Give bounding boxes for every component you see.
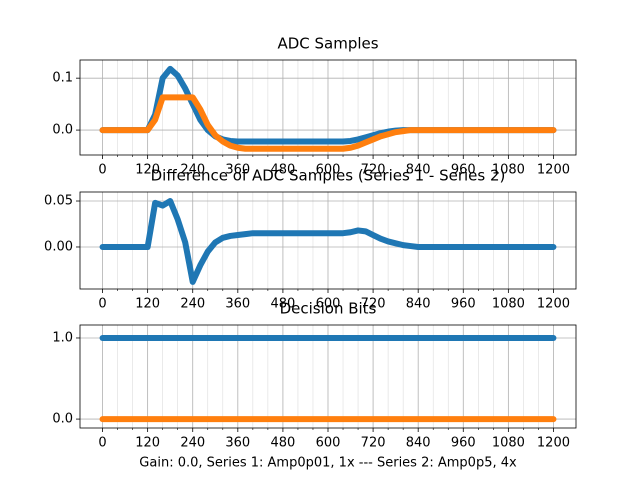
x-tick-label: 600 bbox=[316, 436, 341, 451]
x-tick-label: 720 bbox=[361, 297, 386, 312]
series-line bbox=[99, 198, 557, 285]
x-tick-label: 960 bbox=[451, 436, 476, 451]
x-tick-label: 1080 bbox=[492, 436, 525, 451]
x-tick-label: 840 bbox=[406, 163, 431, 178]
x-tick-label: 360 bbox=[225, 436, 250, 451]
x-tick-label: 240 bbox=[180, 163, 205, 178]
x-tick-label: 1200 bbox=[537, 297, 570, 312]
x-tick-label: 0 bbox=[98, 297, 106, 312]
x-tick-label: 1200 bbox=[537, 163, 570, 178]
y-tick-label: 0.0 bbox=[52, 123, 73, 138]
series-line bbox=[99, 94, 557, 152]
x-tick-label: 840 bbox=[406, 297, 431, 312]
x-tick-label: 1200 bbox=[537, 436, 570, 451]
x-tick-label: 360 bbox=[225, 163, 250, 178]
x-tick-label: 480 bbox=[270, 297, 295, 312]
x-tick-label: 600 bbox=[316, 297, 341, 312]
x-tick-label: 120 bbox=[135, 163, 160, 178]
x-tick-label: 240 bbox=[180, 436, 205, 451]
chart-title: Difference of ADC Samples (Series 1 - Se… bbox=[151, 167, 506, 185]
y-tick-label: 0.1 bbox=[52, 71, 73, 86]
x-tick-label: 0 bbox=[98, 436, 106, 451]
x-tick-label: 960 bbox=[451, 163, 476, 178]
x-tick-label: 960 bbox=[451, 297, 476, 312]
axes-frame bbox=[79, 191, 577, 290]
axes-frame bbox=[79, 324, 577, 429]
y-tick-label: 0.00 bbox=[44, 239, 73, 254]
x-tick-label: 360 bbox=[225, 297, 250, 312]
x-tick-label: 480 bbox=[270, 436, 295, 451]
chart-title: Decision Bits bbox=[280, 300, 377, 318]
x-tick-label: 240 bbox=[180, 297, 205, 312]
x-tick-label: 600 bbox=[316, 163, 341, 178]
x-tick-label: 720 bbox=[361, 436, 386, 451]
y-tick-label: 0.0 bbox=[52, 412, 73, 427]
x-tick-label: 840 bbox=[406, 436, 431, 451]
x-tick-label: 720 bbox=[361, 163, 386, 178]
x-tick-label: 1080 bbox=[492, 163, 525, 178]
x-tick-label: 480 bbox=[270, 163, 295, 178]
y-tick-label: 1.0 bbox=[52, 330, 73, 345]
y-tick-label: 0.05 bbox=[44, 194, 73, 209]
chart-title: ADC Samples bbox=[277, 35, 378, 53]
x-tick-label: 1080 bbox=[492, 297, 525, 312]
x-axis-label: Gain: 0.0, Series 1: Amp0p01, 1x --- Ser… bbox=[139, 456, 517, 471]
x-tick-label: 0 bbox=[98, 163, 106, 178]
x-tick-label: 120 bbox=[135, 436, 160, 451]
x-tick-label: 120 bbox=[135, 297, 160, 312]
axes-frame bbox=[79, 59, 577, 156]
